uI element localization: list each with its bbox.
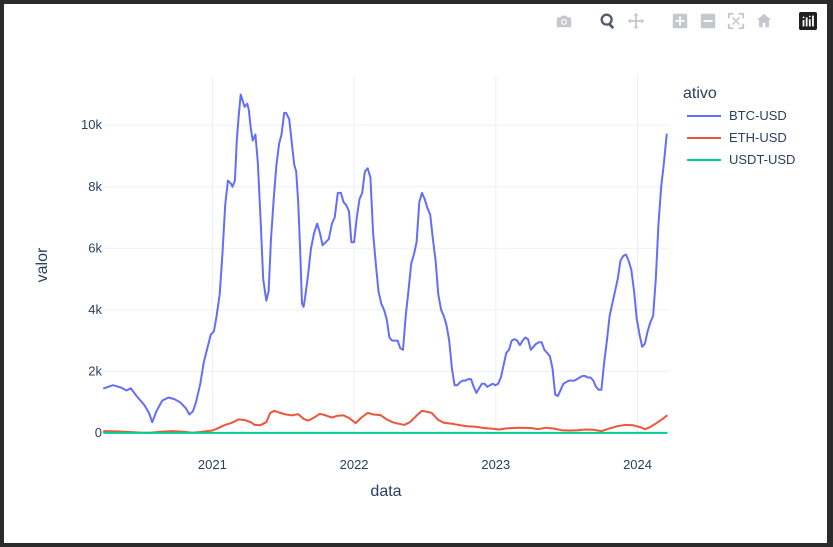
legend-label: BTC-USD	[729, 108, 787, 123]
y-tick-label: 10k	[81, 117, 102, 132]
legend-title: ativo	[683, 85, 717, 102]
reset-axes-icon[interactable]	[753, 10, 775, 32]
plot-container: 2021 2022 2023 2024 0 2k 4k 6k 8k 10k data valor…	[4, 4, 827, 543]
plotly-logo-icon[interactable]	[797, 10, 819, 32]
camera-icon[interactable]	[553, 10, 575, 32]
autoscale-icon[interactable]	[725, 10, 747, 32]
series-lines[interactable]	[103, 93, 668, 434]
zoom-out-icon[interactable]	[697, 10, 719, 32]
series-line-btc-usd[interactable]	[103, 93, 668, 424]
modebar	[531, 10, 819, 32]
x-tick-label: 2024	[623, 457, 652, 472]
line-chart: 2021 2022 2023 2024 0 2k 4k 6k 8k 10k data valor…	[34, 76, 795, 500]
gridlines	[104, 76, 669, 436]
y-axis-ticks: 0 2k 4k 6k 8k 10k	[81, 117, 102, 440]
x-axis-ticks: 2021 2022 2023 2024	[198, 457, 652, 472]
zoom-icon[interactable]	[597, 10, 619, 32]
y-tick-label: 6k	[88, 240, 102, 255]
y-tick-label: 0	[95, 425, 102, 440]
legend-label: ETH-USD	[729, 130, 787, 145]
modebar-group-logo	[791, 10, 819, 32]
y-axis-title: valor	[34, 247, 51, 282]
x-tick-label: 2022	[340, 457, 369, 472]
modebar-group-drag	[591, 10, 647, 32]
modebar-group-zoom	[663, 10, 775, 32]
legend-item[interactable]: BTC-USD	[687, 108, 787, 123]
x-axis-title: data	[370, 483, 401, 500]
legend-item[interactable]: USDT-USD	[687, 152, 795, 167]
x-tick-label: 2021	[198, 457, 227, 472]
legend: ativo BTC-USD ETH-USD USDT-USD	[683, 85, 795, 167]
y-tick-label: 4k	[88, 302, 102, 317]
legend-item[interactable]: ETH-USD	[687, 130, 787, 145]
x-tick-label: 2023	[481, 457, 510, 472]
legend-label: USDT-USD	[729, 152, 795, 167]
pan-icon[interactable]	[625, 10, 647, 32]
modebar-group-export	[547, 10, 575, 32]
y-tick-label: 2k	[88, 363, 102, 378]
zoom-in-icon[interactable]	[669, 10, 691, 32]
series-line-eth-usd[interactable]	[103, 409, 668, 434]
y-tick-label: 8k	[88, 179, 102, 194]
